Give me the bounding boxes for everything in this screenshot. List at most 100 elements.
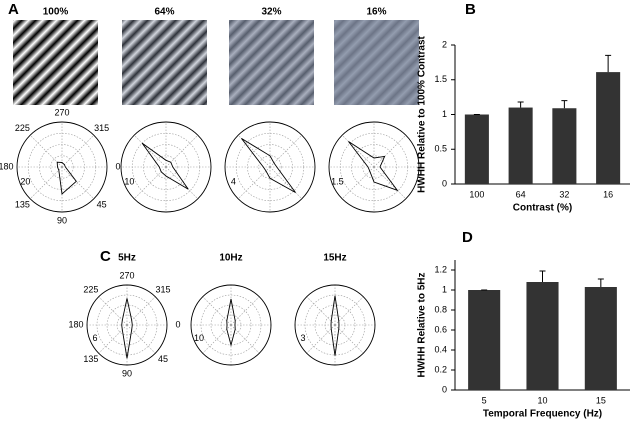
tuning-curve: [330, 295, 340, 356]
polar-spoke: [230, 324, 260, 354]
error-bar: [539, 270, 546, 282]
polar-spoke: [373, 166, 407, 200]
polar-title: 5Hz: [118, 253, 136, 264]
polar-spoke: [306, 324, 336, 354]
theta-tick-label: 270: [119, 270, 134, 280]
theta-tick-label: 180: [0, 161, 14, 171]
theta-tick-label: 0: [115, 161, 120, 171]
x-tick-label: 64: [516, 189, 526, 199]
y-tick-label: 0.4: [434, 344, 447, 354]
polar-grid-ring: [258, 155, 282, 179]
theta-tick-label: 45: [158, 354, 168, 364]
y-tick-label: 0.8: [434, 304, 447, 314]
theta-tick-label: 90: [57, 215, 67, 225]
bar: [552, 108, 577, 184]
polar-title: 15Hz: [323, 253, 346, 264]
grating-image: [13, 20, 98, 105]
theta-tick-label: 90: [122, 368, 132, 378]
polar-ring: [86, 284, 168, 366]
polar-ring: [328, 121, 420, 213]
grating-image: [122, 20, 207, 105]
tuning-curve: [121, 298, 133, 359]
r-tick-label: 20: [20, 177, 30, 187]
x-tick-label: 5: [482, 395, 487, 405]
polar-spoke: [133, 134, 167, 168]
r-tick-label: 3: [301, 333, 306, 343]
polar-spoke: [61, 166, 95, 200]
theta-tick-label: 135: [15, 200, 30, 210]
polar-spoke: [202, 296, 232, 326]
error-bar: [597, 278, 604, 287]
polar-spoke: [237, 166, 271, 200]
polar-grid-ring: [314, 304, 356, 346]
theta-tick-label: 270: [54, 107, 69, 117]
polar-spoke: [29, 134, 63, 168]
polar-spoke: [306, 296, 336, 326]
r-tick-label: 10: [194, 333, 204, 343]
polar-spoke: [230, 296, 260, 326]
grating-title: 100%: [43, 7, 69, 18]
r-tick-label: 4: [231, 177, 236, 187]
polar-spoke: [341, 134, 375, 168]
r-tick-label: 10: [124, 177, 134, 187]
polar-spoke: [334, 324, 364, 354]
polar-spoke: [29, 166, 63, 200]
theta-tick-label: 180: [68, 319, 83, 329]
theta-tick-label: 45: [97, 200, 107, 210]
bar: [596, 72, 621, 184]
y-tick-label: 2: [442, 39, 447, 49]
polar-ring: [16, 121, 108, 213]
y-axis-label: HWHH Relative to 5Hz: [417, 272, 428, 377]
x-tick-label: 15: [596, 395, 606, 405]
tuning-curve: [226, 298, 236, 347]
theta-tick-label: 315: [94, 123, 109, 133]
bar: [464, 114, 489, 184]
y-tick-label: 0: [442, 384, 447, 394]
grating-image: [229, 20, 314, 105]
polar-ring: [224, 121, 316, 213]
polar-grid-ring: [50, 155, 74, 179]
y-tick-label: 1.5: [434, 74, 447, 84]
polar-spoke: [341, 166, 375, 200]
polar-ring: [294, 284, 376, 366]
y-axis-label: HWHH Relative to 100% Contrast: [417, 35, 428, 192]
grating-title: 64%: [154, 7, 174, 18]
polar-spoke: [98, 324, 128, 354]
polar-spoke: [269, 134, 303, 168]
polar-spoke: [133, 166, 167, 200]
panel-label: C: [100, 248, 111, 265]
x-tick-label: 16: [603, 189, 613, 199]
polar-ring: [190, 284, 272, 366]
x-axis-label: Contrast (%): [513, 203, 572, 214]
r-tick-label: 6: [93, 333, 98, 343]
panel-label: A: [8, 1, 19, 18]
y-tick-label: 0.6: [434, 324, 447, 334]
grating-image: [334, 20, 419, 105]
error-bar: [605, 54, 612, 73]
x-tick-label: 10: [537, 395, 547, 405]
bar: [468, 290, 501, 390]
panel-label: B: [465, 1, 476, 18]
polar-ring: [120, 121, 212, 213]
polar-spoke: [165, 134, 199, 168]
theta-tick-label: 0: [175, 319, 180, 329]
y-tick-label: 1: [442, 109, 447, 119]
y-tick-label: 0.2: [434, 364, 447, 374]
panel-label: D: [462, 229, 473, 246]
polar-spoke: [334, 296, 364, 326]
polar-grid-ring: [154, 155, 178, 179]
polar-spoke: [269, 166, 303, 200]
polar-grid-ring: [362, 155, 386, 179]
theta-tick-label: 315: [156, 285, 171, 295]
tuning-curve: [141, 142, 189, 190]
tuning-curve: [241, 138, 296, 193]
polar-grid-ring: [106, 304, 148, 346]
theta-tick-label: 225: [83, 285, 98, 295]
grating-title: 32%: [261, 7, 281, 18]
polar-spoke: [165, 166, 199, 200]
y-tick-label: 1: [442, 284, 447, 294]
bar: [584, 287, 617, 390]
y-tick-label: 0.5: [434, 144, 447, 154]
polar-title: 10Hz: [219, 253, 242, 264]
r-tick-label: 1.5: [331, 177, 344, 187]
